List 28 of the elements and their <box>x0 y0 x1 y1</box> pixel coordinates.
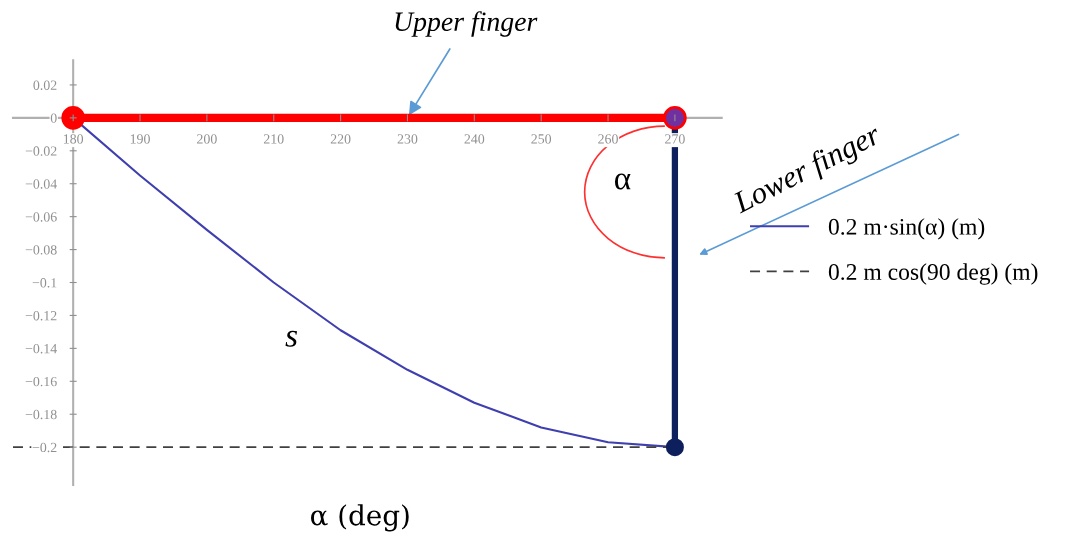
y-tick-label: −0.14 <box>25 343 57 354</box>
y-tick-label: −0.06 <box>25 212 57 222</box>
y-tick-label: −0.02 <box>25 146 57 156</box>
y-tick-label: −0.12 <box>25 311 57 321</box>
x-tick-label: 260 <box>598 134 618 144</box>
x-axis-title: α (deg) <box>311 504 409 532</box>
x-tick-label: 270 <box>665 134 685 144</box>
y-tick-label: 0.02 <box>33 80 57 90</box>
x-tick-label: 250 <box>531 134 552 144</box>
y-tick-label: −0.08 <box>25 245 57 255</box>
x-tick-label: 180 <box>63 134 84 144</box>
x-tick-label: 240 <box>464 134 485 144</box>
legend-label: 0.2 m·sin(α) (m) <box>828 218 985 240</box>
y-tick-label: −0.1 <box>32 278 57 288</box>
y-tick-label: −0.18 <box>25 409 57 420</box>
annotation: s <box>285 330 298 347</box>
x-tick-label: 190 <box>130 134 150 144</box>
annotation: α <box>614 173 631 190</box>
x-tick-label: 200 <box>197 134 217 144</box>
y-tick-label: −0.2 <box>32 442 57 453</box>
legend-label: 0.2 m cos(90 deg) (m) <box>828 263 1038 285</box>
y-tick-label: −0.04 <box>25 179 57 189</box>
x-tick-label: 220 <box>330 134 351 144</box>
annotation: Upper finger <box>395 11 538 37</box>
y-tick-label: 0 <box>50 113 57 123</box>
x-tick-label: 210 <box>263 134 284 144</box>
x-tick-label: 230 <box>397 134 418 144</box>
y-tick-label: −0.16 <box>25 376 57 387</box>
